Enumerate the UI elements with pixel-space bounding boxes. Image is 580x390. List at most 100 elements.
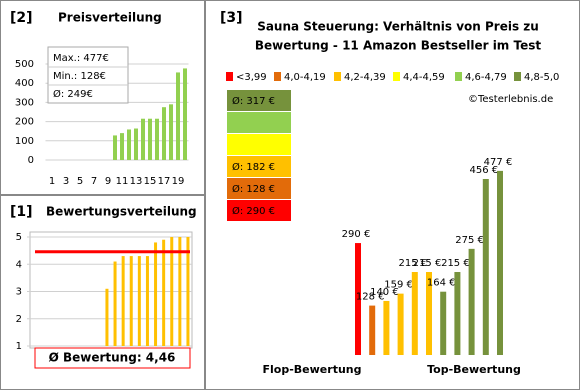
average-label: Ø: 182 € bbox=[232, 161, 275, 173]
bar bbox=[411, 272, 418, 355]
legend-swatch bbox=[226, 72, 233, 81]
legend-label: 4,2-4,39 bbox=[344, 72, 386, 83]
mean-box bbox=[34, 347, 191, 369]
bar bbox=[176, 72, 180, 160]
x-tick-label: 9 bbox=[105, 176, 111, 187]
bar bbox=[113, 135, 117, 160]
panel-title: Bewertungsverteilung bbox=[46, 205, 197, 219]
x-tick-label: 17 bbox=[158, 176, 171, 187]
legend-swatch bbox=[455, 72, 462, 81]
annotation-box bbox=[47, 46, 129, 104]
bar bbox=[169, 104, 173, 160]
x-tick-label: 7 bbox=[91, 176, 97, 187]
x-tick-label: 13 bbox=[130, 176, 143, 187]
average-box bbox=[227, 134, 291, 155]
panel-title: Preisverteilung bbox=[58, 11, 162, 25]
bar bbox=[154, 242, 158, 346]
average-box bbox=[227, 178, 291, 199]
bar bbox=[383, 300, 390, 355]
legend-label: 4,4-4,59 bbox=[403, 72, 445, 83]
y-tick-label: 400 bbox=[15, 78, 34, 89]
mean-label: Ø Bewertung: 4,46 bbox=[49, 351, 176, 365]
legend-label: 4,0-4,19 bbox=[284, 72, 326, 83]
legend-swatch bbox=[393, 72, 400, 81]
bar bbox=[113, 261, 117, 346]
y-tick-label: 5 bbox=[16, 232, 22, 243]
bar bbox=[369, 305, 376, 355]
credit: ©Testerlebnis.de bbox=[468, 94, 553, 105]
y-tick-label: 3 bbox=[16, 287, 22, 298]
value-label: 290 € bbox=[342, 229, 371, 240]
value-label: 128 € bbox=[356, 292, 385, 303]
bar bbox=[482, 178, 489, 355]
bar bbox=[183, 68, 187, 160]
y-tick-label: 2 bbox=[16, 314, 22, 325]
legend-label: 4,6-4,79 bbox=[465, 72, 507, 83]
average-label: Ø: 290 € bbox=[232, 205, 275, 217]
annotation: Min.: 128€ bbox=[53, 71, 106, 82]
bar bbox=[355, 243, 361, 355]
value-label: 456 € bbox=[469, 165, 498, 176]
value-label: 215 € bbox=[398, 258, 427, 269]
bar bbox=[127, 129, 131, 160]
x-tick-label: 1 bbox=[49, 176, 55, 187]
bar bbox=[497, 170, 503, 355]
bar bbox=[121, 256, 125, 346]
annotation: Max.: 477€ bbox=[53, 53, 109, 64]
bar bbox=[454, 272, 461, 355]
panel-label: [1] bbox=[10, 204, 33, 220]
value-label: 164 € bbox=[427, 278, 456, 289]
value-label: 275 € bbox=[455, 235, 484, 246]
bar bbox=[137, 256, 141, 346]
average-label: Ø: 317 € bbox=[232, 95, 275, 107]
x-tick-label: 5 bbox=[77, 176, 83, 187]
y-tick-label: 1 bbox=[16, 341, 22, 352]
bar bbox=[155, 118, 159, 160]
legend-swatch bbox=[274, 72, 281, 81]
x-tick-label: 11 bbox=[116, 176, 129, 187]
bar bbox=[120, 133, 124, 160]
panel-label: [3] bbox=[220, 10, 243, 26]
bar bbox=[186, 237, 190, 346]
x-label: Top-Bewertung bbox=[427, 363, 521, 376]
bar bbox=[178, 237, 182, 346]
bar bbox=[426, 272, 432, 355]
value-label: 159 € bbox=[384, 280, 413, 291]
average-label: Ø: 128 € bbox=[232, 183, 275, 195]
average-box bbox=[227, 200, 291, 221]
bar bbox=[141, 118, 145, 160]
average-box bbox=[227, 112, 291, 133]
bar bbox=[162, 239, 166, 346]
chart-title: Sauna Steuerung: Verhältnis von Preis zu bbox=[257, 20, 539, 34]
bar bbox=[468, 248, 475, 355]
legend-swatch bbox=[334, 72, 341, 81]
panel-label: [2] bbox=[10, 10, 33, 26]
legend-swatch bbox=[514, 72, 521, 81]
x-tick-label: 19 bbox=[172, 176, 185, 187]
legend-label: <3,99 bbox=[236, 72, 267, 83]
annotation: Ø: 249€ bbox=[53, 88, 93, 100]
bar bbox=[129, 256, 133, 346]
value-label: 140 € bbox=[370, 287, 399, 298]
bar bbox=[105, 288, 109, 346]
x-tick-label: 3 bbox=[63, 176, 69, 187]
y-tick-label: 100 bbox=[15, 136, 34, 147]
x-tick-label: 15 bbox=[144, 176, 157, 187]
y-tick-label: 200 bbox=[15, 117, 34, 128]
legend-label: 4,8-5,0 bbox=[524, 72, 559, 83]
chart-title: Bewertung - 11 Amazon Bestseller im Test bbox=[255, 39, 541, 53]
value-label: 215 € bbox=[441, 258, 470, 269]
bar bbox=[440, 291, 447, 355]
y-tick-label: 4 bbox=[16, 259, 22, 270]
bar bbox=[145, 256, 149, 346]
average-box bbox=[227, 156, 291, 177]
y-tick-label: 0 bbox=[28, 155, 34, 166]
bar bbox=[134, 128, 138, 160]
bar bbox=[148, 118, 152, 160]
value-label: 215 € bbox=[413, 258, 442, 269]
average-box bbox=[227, 90, 291, 111]
bar bbox=[162, 107, 166, 160]
value-label: 477 € bbox=[484, 157, 513, 168]
x-label: Flop-Bewertung bbox=[263, 363, 362, 376]
